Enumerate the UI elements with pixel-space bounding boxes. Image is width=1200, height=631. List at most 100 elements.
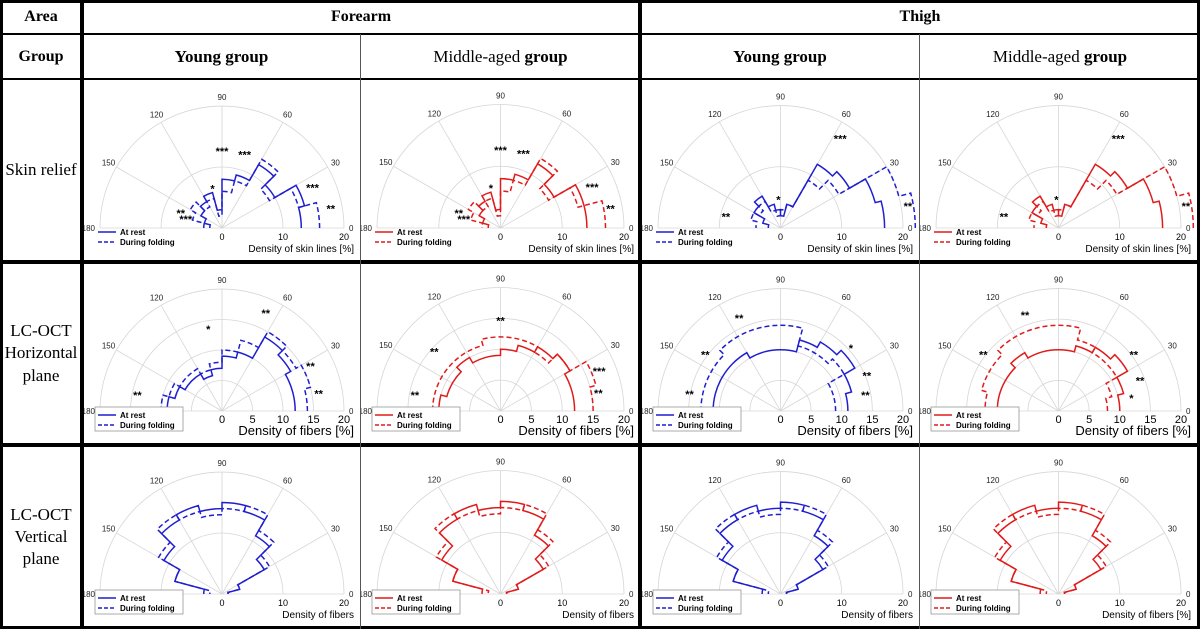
- row-label-vertical: LC-OCT Vertical plane: [0, 445, 82, 629]
- legend-label: During folding: [397, 421, 452, 430]
- angle-tick-label: 150: [660, 524, 674, 533]
- radial-tick-label: 5: [808, 414, 814, 426]
- significance-label: ***: [593, 366, 607, 378]
- significance-label: **: [606, 204, 615, 216]
- legend-box: [371, 589, 461, 615]
- angle-tick-label: 90: [496, 458, 505, 467]
- series-line: [199, 163, 306, 229]
- angle-tick-label: 150: [379, 341, 393, 350]
- radial-tick-label: 10: [277, 414, 289, 426]
- significance-label: **: [430, 346, 439, 358]
- significance-label: ***: [1112, 134, 1126, 146]
- group-header: Group: [18, 47, 64, 65]
- angle-tick-label: 180: [84, 224, 96, 233]
- significance-label: **: [1021, 310, 1030, 322]
- radial-tick-label: 0: [1056, 598, 1061, 608]
- legend-box: [930, 589, 1020, 615]
- radial-tick-label: 20: [897, 414, 909, 426]
- angle-tick-label: 180: [361, 590, 373, 599]
- axis-label: Density of skin lines [%]: [1085, 244, 1191, 255]
- radial-tick-label: 20: [898, 598, 908, 608]
- grid-spoke: [1058, 349, 1165, 412]
- legend-box: [371, 406, 461, 432]
- grid-spoke: [438, 486, 501, 595]
- polar-chart-svg: 0 30 60 90 120 150 180 0 10 20 Density of skin lin…: [918, 93, 1195, 255]
- radial-tick-label: 0: [498, 598, 503, 608]
- angle-tick-label: 30: [1168, 341, 1177, 350]
- angle-tick-label: 30: [611, 341, 620, 350]
- grid-spoke: [438, 120, 501, 229]
- angle-tick-label: 0: [908, 590, 913, 599]
- polar-chart-svg: 0 30 60 90 120 150 180 0 10 20 Density of skin lin…: [82, 93, 355, 255]
- radial-tick-label: 0: [1055, 414, 1061, 426]
- angle-tick-label: 30: [331, 159, 340, 168]
- significance-label: **: [262, 308, 271, 320]
- forearm-group-divider: [360, 34, 361, 629]
- radial-tick-label: 5: [1086, 414, 1092, 426]
- angle-tick-label: 90: [776, 93, 785, 102]
- grid-spoke: [780, 487, 843, 595]
- thigh-group-divider: [919, 34, 920, 629]
- angle-tick-label: 30: [890, 524, 899, 533]
- legend-label: At rest: [678, 228, 704, 237]
- group-header-forearm-young: Young group: [174, 46, 269, 66]
- angle-tick-label: 90: [1054, 93, 1063, 102]
- legend-label: At rest: [956, 411, 982, 420]
- angle-tick-label: 30: [890, 341, 899, 350]
- row-divider-2: [0, 443, 1200, 447]
- significance-label: ***: [179, 214, 193, 226]
- axis-label: Density of skin lines [%]: [528, 244, 634, 255]
- legend-label: At rest: [678, 594, 704, 603]
- series-line: [156, 504, 275, 595]
- legend-label: At rest: [956, 228, 982, 237]
- radial-tick-label: 20: [338, 414, 350, 426]
- legend-box: [930, 406, 1020, 432]
- angle-tick-label: 120: [986, 476, 1000, 485]
- angle-tick-label: 150: [938, 524, 952, 533]
- axis-label: Density of fibers [%]: [238, 423, 354, 438]
- angle-tick-label: 150: [938, 341, 952, 350]
- row-label-skin-relief: Skin relief: [0, 79, 82, 262]
- radial-tick-label: 10: [837, 598, 847, 608]
- group-prefix: Middle-aged: [992, 46, 1084, 66]
- angle-tick-label: 60: [842, 293, 851, 302]
- series-line: [189, 158, 321, 229]
- series-line: [438, 344, 576, 412]
- radial-tick-label: 10: [557, 232, 567, 242]
- grid-spoke: [1058, 487, 1121, 595]
- angle-tick-label: 180: [642, 407, 654, 416]
- legend-label: At rest: [120, 228, 146, 237]
- angle-tick-label: 120: [150, 477, 164, 486]
- series-line: [160, 330, 312, 412]
- radial-tick-label: 0: [777, 414, 783, 426]
- series-line: [996, 344, 1129, 412]
- angle-tick-label: 180: [920, 224, 932, 233]
- row-divider-1: [0, 260, 1200, 264]
- angle-tick-label: 150: [379, 158, 393, 167]
- angle-tick-label: 0: [908, 407, 913, 416]
- significance-label: **: [1136, 376, 1145, 388]
- axis-label: Density of skin lines [%]: [248, 244, 354, 255]
- legend-label: During folding: [956, 604, 1011, 613]
- angle-tick-label: 90: [218, 93, 227, 102]
- legend-box: [652, 589, 742, 615]
- radial-tick-label: 15: [866, 414, 878, 426]
- grid-spoke: [674, 349, 781, 412]
- series-line: [712, 339, 856, 412]
- angle-tick-label: 180: [920, 407, 932, 416]
- significance-label: **: [326, 204, 335, 216]
- angle-tick-label: 60: [1120, 476, 1129, 485]
- angle-tick-label: 90: [776, 459, 785, 468]
- significance-label: **: [1182, 201, 1191, 213]
- legend-label: During folding: [120, 421, 175, 430]
- axis-label: Density of fibers [%]: [797, 423, 913, 438]
- angle-tick-label: 60: [283, 294, 292, 303]
- row-label-line: LC-OCT: [10, 321, 72, 341]
- radial-tick-label: 10: [1115, 232, 1125, 242]
- polar-chart-svg: 0 30 60 90 120 150 180 0 10 20 Density of fibers At…: [82, 459, 354, 621]
- radial-tick-label: 20: [619, 598, 629, 608]
- significance-label: *: [1129, 393, 1134, 405]
